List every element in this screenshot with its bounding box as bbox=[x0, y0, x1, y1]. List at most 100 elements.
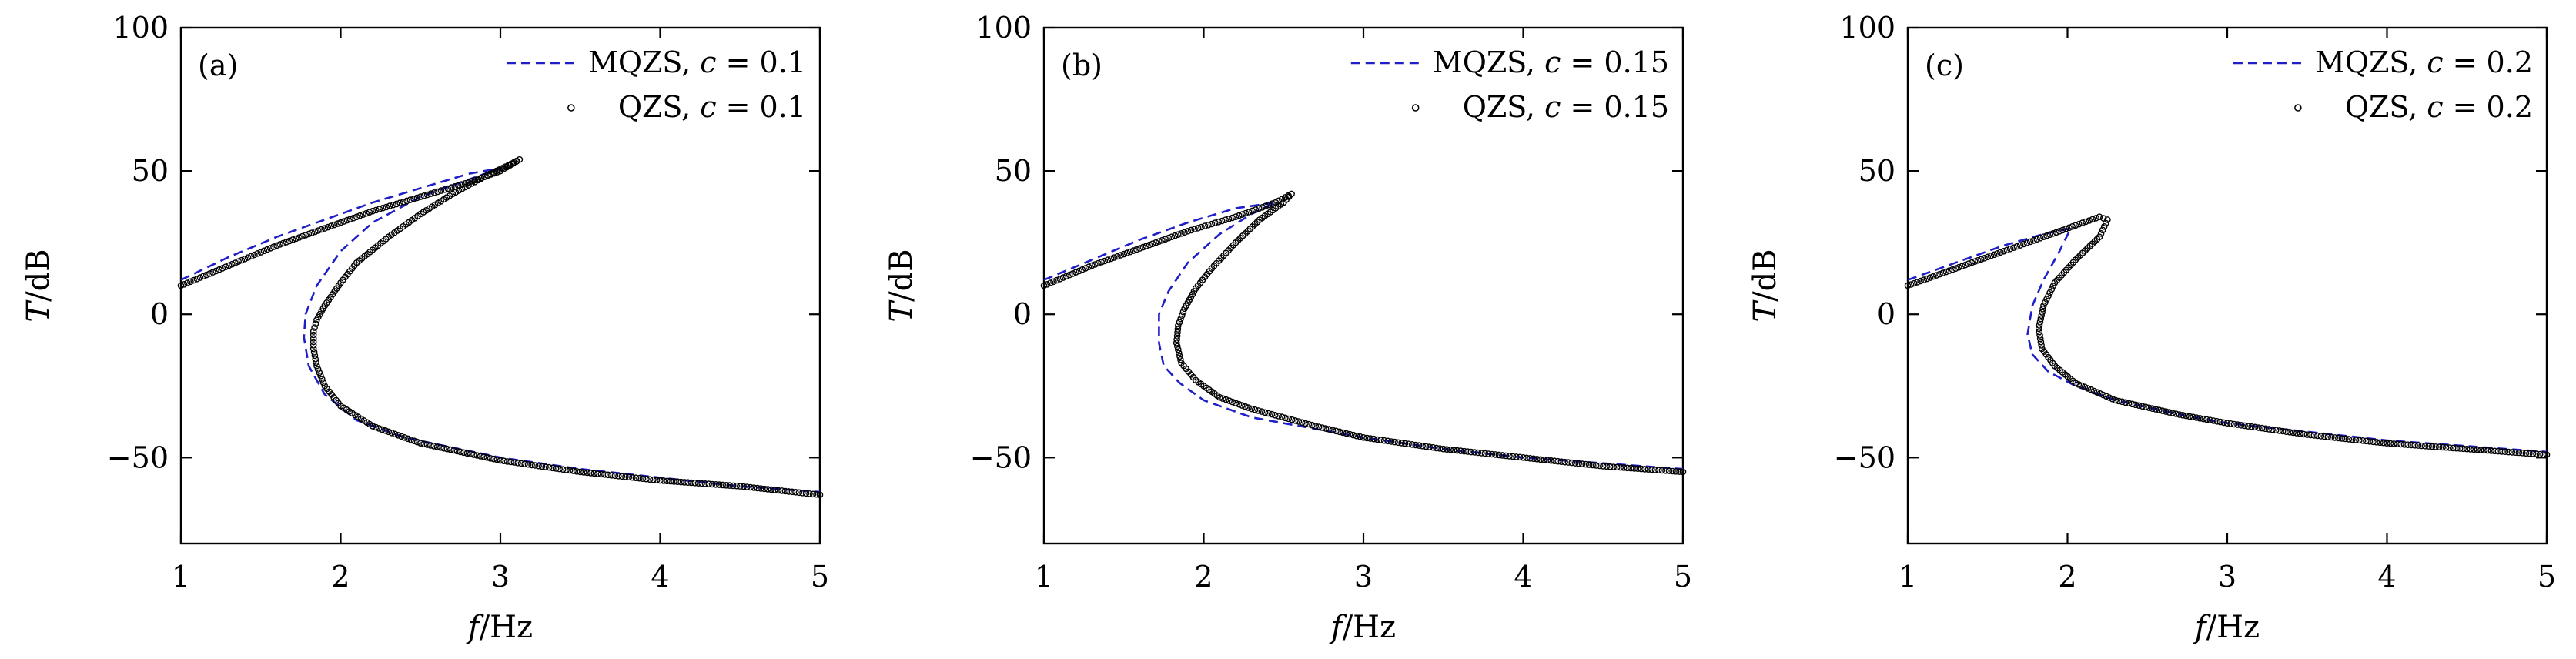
qzs-marker-b-129 bbox=[1174, 329, 1181, 336]
qzs-marker-c-27 bbox=[1990, 251, 1998, 259]
qzs-marker-b-216 bbox=[1429, 443, 1437, 451]
qzs-marker-b-275 bbox=[1634, 465, 1641, 473]
qzs-marker-c-5 bbox=[1920, 276, 1928, 283]
qzs-marker-b-215 bbox=[1426, 443, 1433, 450]
qzs-marker-a-13 bbox=[219, 265, 226, 272]
qzs-marker-c-159 bbox=[2203, 416, 2210, 423]
qzs-marker-b-25 bbox=[1120, 250, 1128, 258]
qzs-marker-b-286 bbox=[1672, 468, 1680, 475]
qzs-marker-a-348 bbox=[816, 491, 824, 499]
qzs-marker-b-61 bbox=[1239, 211, 1246, 218]
qzs-marker-c-206 bbox=[2366, 438, 2374, 445]
panel-c: 1 2 3 4 5 −50 0 50 100 f/Hz T/dB (c) MQZS, c = 0.2 QZ… bbox=[1748, 11, 2556, 645]
qzs-marker-b-288 bbox=[1679, 468, 1687, 476]
qzs-marker-c-235 bbox=[2467, 446, 2474, 453]
qzs-marker-c-56 bbox=[2086, 217, 2093, 224]
qzs-marker-c-22 bbox=[1974, 256, 1982, 264]
qzs-marker-a-314 bbox=[698, 480, 705, 487]
qzs-marker-a-21 bbox=[244, 254, 252, 261]
qzs-marker-c-33 bbox=[2010, 244, 2017, 252]
qzs-marker-a-300 bbox=[650, 476, 657, 483]
qzs-marker-b-168 bbox=[1265, 410, 1272, 417]
qzs-marker-c-26 bbox=[1987, 252, 1995, 259]
qzs-marker-c-166 bbox=[2227, 420, 2234, 427]
qzs-marker-b-126 bbox=[1176, 319, 1183, 326]
qzs-marker-a-337 bbox=[778, 487, 785, 494]
qzs-marker-a-279 bbox=[577, 468, 584, 476]
qzs-marker-c-100 bbox=[2036, 328, 2043, 336]
qzs-marker-c-156 bbox=[2193, 414, 2200, 421]
qzs-marker-b-130 bbox=[1173, 333, 1181, 340]
qzs-marker-b-69 bbox=[1265, 201, 1273, 209]
qzs-marker-a-54 bbox=[350, 214, 357, 222]
qzs-marker-a-219 bbox=[375, 425, 383, 432]
qzs-marker-b-234 bbox=[1492, 451, 1499, 458]
qzs-marker-c-181 bbox=[2279, 427, 2287, 435]
qzs-marker-c-219 bbox=[2411, 442, 2418, 449]
qzs-marker-b-33 bbox=[1146, 241, 1153, 249]
qzs-marker-a-230 bbox=[410, 437, 418, 445]
qzs-marker-a-256 bbox=[497, 457, 504, 464]
qzs-marker-c-157 bbox=[2196, 415, 2203, 422]
qzs-marker-b-283 bbox=[1662, 467, 1669, 474]
qzs-marker-c-45 bbox=[2049, 229, 2057, 237]
qzs-marker-a-284 bbox=[594, 470, 601, 477]
qzs-marker-b-265 bbox=[1599, 463, 1607, 470]
y-tick-label-b-1: 0 bbox=[1013, 297, 1032, 331]
y-tick-label-b-3: 100 bbox=[975, 11, 1032, 45]
qzs-marker-a-235 bbox=[427, 442, 434, 449]
qzs-marker-b-174 bbox=[1285, 415, 1293, 423]
qzs-marker-a-330 bbox=[754, 484, 761, 492]
x-tick-label-c-2: 3 bbox=[2218, 560, 2236, 594]
qzs-marker-a-0 bbox=[177, 282, 185, 289]
y-axis-label-a: T/dB bbox=[21, 249, 56, 322]
qzs-marker-c-88 bbox=[2046, 289, 2053, 296]
qzs-marker-a-124 bbox=[455, 187, 463, 194]
qzs-marker-c-95 bbox=[2038, 312, 2045, 319]
qzs-marker-b-42 bbox=[1175, 231, 1182, 239]
qzs-marker-c-218 bbox=[2407, 441, 2415, 449]
qzs-marker-c-104 bbox=[2038, 342, 2045, 349]
qzs-marker-b-217 bbox=[1433, 444, 1440, 452]
qzs-marker-c-8 bbox=[1929, 273, 1937, 280]
qzs-marker-a-42 bbox=[311, 228, 319, 236]
qzs-marker-b-14 bbox=[1085, 263, 1092, 271]
qzs-marker-b-241 bbox=[1516, 453, 1524, 461]
qzs-marker-b-192 bbox=[1346, 430, 1353, 438]
qzs-marker-b-11 bbox=[1076, 267, 1082, 275]
qzs-marker-b-123 bbox=[1179, 308, 1187, 316]
qzs-marker-c-121 bbox=[2078, 382, 2086, 390]
qzs-marker-a-236 bbox=[430, 443, 437, 450]
qzs-marker-b-263 bbox=[1592, 462, 1600, 469]
qzs-marker-c-161 bbox=[2210, 417, 2217, 424]
qzs-marker-b-9 bbox=[1069, 270, 1076, 277]
qzs-marker-b-64 bbox=[1249, 207, 1256, 215]
qzs-marker-c-98 bbox=[2036, 322, 2043, 329]
qzs-marker-a-299 bbox=[646, 476, 654, 483]
qzs-marker-c-222 bbox=[2421, 443, 2429, 450]
qzs-marker-a-12 bbox=[216, 266, 223, 273]
qzs-marker-c-50 bbox=[2066, 224, 2073, 232]
qzs-marker-c-213 bbox=[2390, 440, 2397, 447]
qzs-marker-a-180 bbox=[313, 316, 320, 324]
x-tick-label-a-2: 3 bbox=[491, 560, 510, 594]
qzs-marker-a-342 bbox=[795, 489, 803, 497]
qzs-marker-c-129 bbox=[2103, 393, 2110, 400]
legend-label-a-1: QZS, c = 0.1 bbox=[618, 90, 806, 124]
qzs-marker-c-127 bbox=[2096, 390, 2104, 397]
qzs-marker-a-247 bbox=[467, 450, 474, 458]
qzs-marker-a-24 bbox=[254, 249, 261, 257]
qzs-marker-c-185 bbox=[2293, 430, 2300, 437]
qzs-marker-a-346 bbox=[809, 490, 817, 498]
qzs-marker-a-333 bbox=[764, 486, 771, 493]
qzs-marker-a-81 bbox=[441, 186, 448, 193]
qzs-marker-b-39 bbox=[1165, 234, 1173, 242]
qzs-marker-b-220 bbox=[1444, 446, 1450, 453]
qzs-marker-a-223 bbox=[388, 430, 396, 437]
qzs-marker-b-269 bbox=[1613, 463, 1621, 471]
qzs-marker-a-33 bbox=[283, 239, 290, 246]
y-tick-label-c-1: 0 bbox=[1877, 297, 1895, 331]
qzs-marker-c-205 bbox=[2363, 437, 2370, 445]
qzs-marker-b-182 bbox=[1312, 423, 1320, 430]
qzs-marker-a-340 bbox=[788, 488, 796, 496]
